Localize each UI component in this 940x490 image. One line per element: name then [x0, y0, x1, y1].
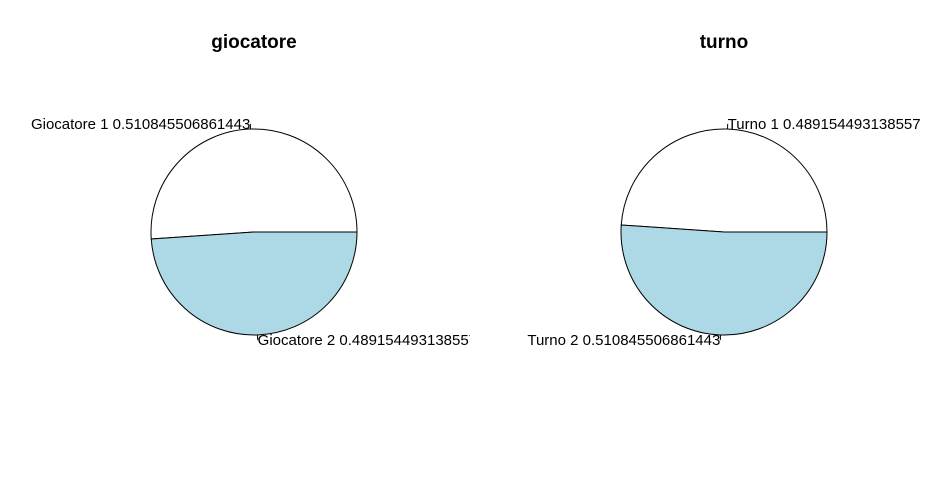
pie-panel-turno: turno Turno 1 0.489154493138557 Turno 2 0…	[527, 32, 920, 349]
pie-label-giocatore-2: Giocatore 2 0.489154493138557	[258, 332, 477, 349]
pie-slice-turno-1	[621, 129, 827, 232]
pie-title-giocatore: giocatore	[211, 32, 297, 53]
pie-label-turno-2: Turno 2 0.510845506861443	[527, 332, 720, 349]
pie-slice-turno-2	[621, 225, 827, 335]
pie-label-turno-1: Turno 1 0.489154493138557	[728, 116, 921, 133]
pie-slice-giocatore-1	[151, 129, 357, 239]
pie-slice-giocatore-2	[151, 232, 357, 335]
pie-panel-giocatore: giocatore Giocatore 1 0.510845506861443 G…	[31, 32, 477, 349]
pie-label-giocatore-1: Giocatore 1 0.510845506861443	[31, 116, 250, 133]
pie-title-turno: turno	[700, 32, 749, 53]
